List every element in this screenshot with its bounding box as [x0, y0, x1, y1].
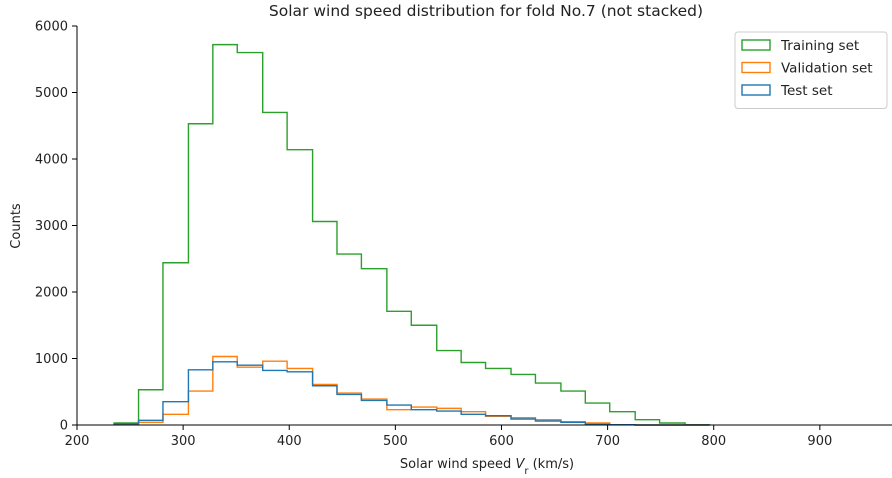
x-tick-label: 600: [489, 434, 514, 449]
y-tick-label: 5000: [35, 86, 68, 101]
legend-frame: [734, 31, 888, 109]
series-layer: [113, 43, 711, 426]
x-axis-label-subscript: r: [524, 466, 529, 477]
y-tick-label: 3000: [35, 219, 68, 234]
legend-swatch-test-set: [741, 84, 771, 96]
legend-label-training-set: Training set: [780, 38, 859, 54]
x-tick-label: 400: [277, 434, 302, 449]
axes: 200 300 400 500 600 700 800 900 0 1000 2000 3000 400…: [35, 20, 892, 449]
legend-label-test-set: Test set: [780, 83, 833, 99]
legend-label-validation-set: Validation set: [781, 61, 873, 77]
series-line-test-set: [113, 361, 710, 426]
y-axis-label: Counts: [9, 203, 24, 249]
legend-swatch-training-set: [741, 39, 771, 51]
x-axis-label-prefix: Solar wind speed: [400, 457, 516, 472]
y-tick-label: 0: [60, 419, 68, 434]
chart-title: Solar wind speed distribution for fold N…: [269, 2, 703, 20]
x-tick-label: 900: [807, 434, 832, 449]
x-axis-label-variable: V: [515, 457, 525, 472]
legend-swatch-validation-set: [741, 61, 771, 74]
y-tick-label: 1000: [35, 352, 68, 367]
x-tick-label: 500: [383, 434, 408, 449]
x-axis-label-suffix: (km/s): [528, 457, 574, 472]
x-tick-label: 800: [701, 434, 726, 449]
x-tick-label: 200: [65, 434, 90, 449]
x-tick-label: 700: [595, 434, 620, 449]
legend: Training set Validation set Test set: [734, 31, 888, 109]
x-tick-label: 300: [171, 434, 196, 449]
y-tick-label: 6000: [35, 20, 68, 35]
series-line-training-set: [113, 43, 711, 426]
y-tick-label: 4000: [35, 153, 68, 168]
series-line-validation-set: [113, 355, 710, 426]
y-tick-label: 2000: [35, 286, 68, 301]
x-axis-label: Solar wind speed Vr (km/s): [400, 457, 574, 477]
